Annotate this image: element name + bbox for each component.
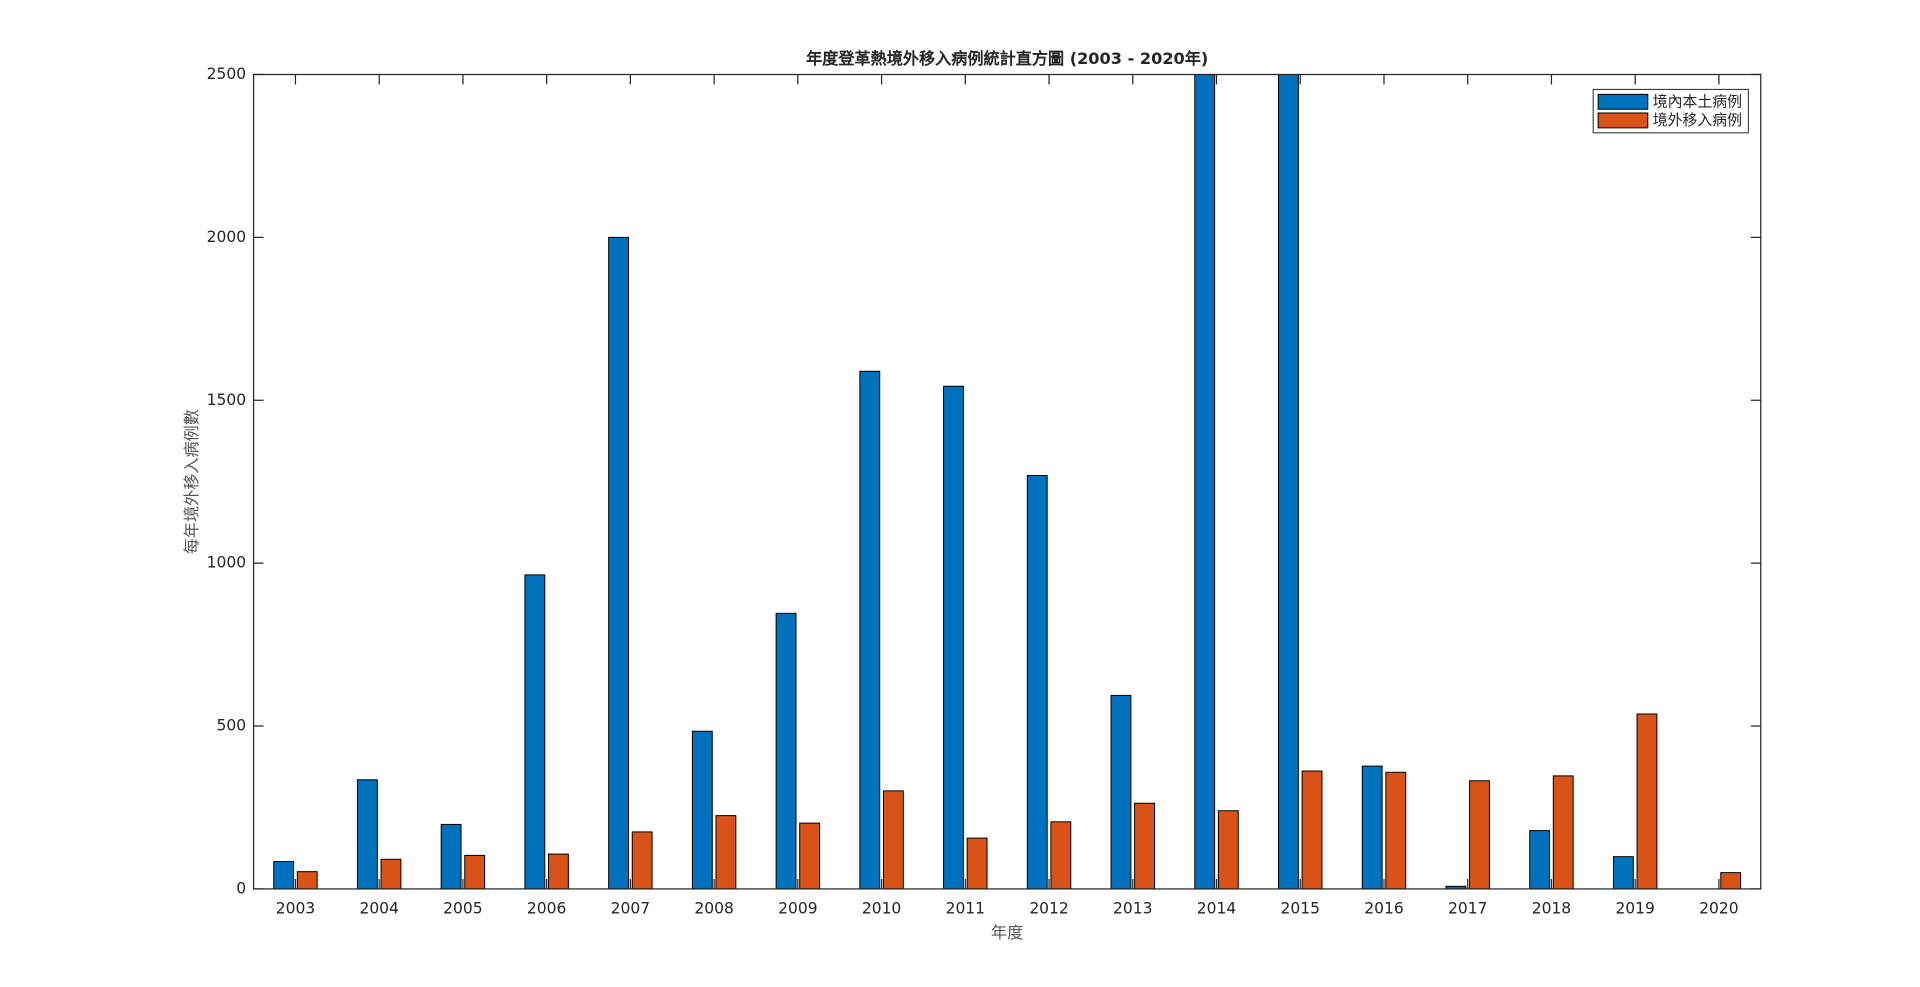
bar (1636, 713, 1658, 889)
bar (464, 854, 486, 889)
bar (799, 822, 821, 889)
bar (1050, 821, 1072, 889)
bar (1026, 475, 1048, 889)
bar (1194, 74, 1216, 889)
bar (1529, 830, 1551, 889)
x-tick-label: 2014 (1197, 899, 1236, 917)
bar (1361, 765, 1383, 889)
bar (273, 861, 295, 889)
bar (524, 574, 546, 889)
bar (1445, 885, 1467, 889)
axes-box (252, 73, 1762, 890)
bar (1134, 802, 1155, 889)
y-axis-label: 每年境外移入病例數 (182, 409, 201, 554)
bar (608, 236, 630, 889)
bar (691, 730, 713, 889)
y-tick-label: 2000 (207, 228, 246, 246)
chart-title: 年度登革熱境外移入病例統計直方圖 (2003 - 2020年) (806, 49, 1208, 68)
bar (548, 853, 569, 889)
bar (966, 837, 988, 889)
y-tick-label: 1000 (207, 554, 246, 572)
x-tick-label: 2019 (1615, 899, 1654, 917)
x-tick-label: 2018 (1532, 899, 1571, 917)
x-tick-label: 2003 (276, 899, 315, 917)
legend-swatch (1597, 112, 1649, 129)
bar (943, 385, 964, 889)
y-tick-label: 2500 (207, 65, 246, 83)
bar (1552, 775, 1574, 889)
x-tick-label: 2007 (611, 899, 650, 917)
x-tick-label: 2009 (778, 899, 817, 917)
bar (859, 370, 881, 889)
y-tick-label: 1500 (207, 391, 246, 409)
bar (440, 823, 462, 889)
bar (1469, 780, 1490, 889)
bar (775, 612, 797, 889)
bar (296, 871, 318, 889)
bar (356, 779, 378, 889)
x-tick-label: 2015 (1281, 899, 1320, 917)
bar (1110, 694, 1132, 889)
bar (1278, 74, 1299, 889)
x-tick-label: 2013 (1113, 899, 1152, 917)
x-tick-label: 2017 (1448, 899, 1487, 917)
bar (1217, 810, 1239, 889)
y-tick-label: 500 (217, 717, 247, 735)
bar (631, 831, 653, 889)
bars (273, 74, 1742, 889)
x-tick-label: 2008 (694, 899, 733, 917)
bar (1720, 872, 1742, 889)
x-tick-label: 2005 (443, 899, 482, 917)
bar (1612, 856, 1634, 889)
x-tick-label: 2016 (1364, 899, 1403, 917)
bar (380, 858, 402, 889)
x-tick-label: 2012 (1029, 899, 1068, 917)
bar (1301, 770, 1323, 889)
y-tick-label: 0 (236, 879, 246, 897)
legend-swatch (1597, 93, 1649, 110)
x-tick-label: 2006 (527, 899, 566, 917)
plot-area (253, 74, 1761, 889)
legend-label: 境內本土病例 (1653, 92, 1742, 110)
x-axis-label: 年度 (991, 923, 1023, 942)
bar (1385, 771, 1407, 889)
x-tick-label: 2004 (359, 899, 398, 917)
x-tick-label: 2010 (862, 899, 901, 917)
legend-label: 境外移入病例 (1653, 111, 1742, 129)
x-tick-label: 2011 (946, 899, 985, 917)
bar (882, 790, 904, 889)
x-tick-label: 2020 (1699, 899, 1738, 917)
bar (715, 815, 737, 889)
